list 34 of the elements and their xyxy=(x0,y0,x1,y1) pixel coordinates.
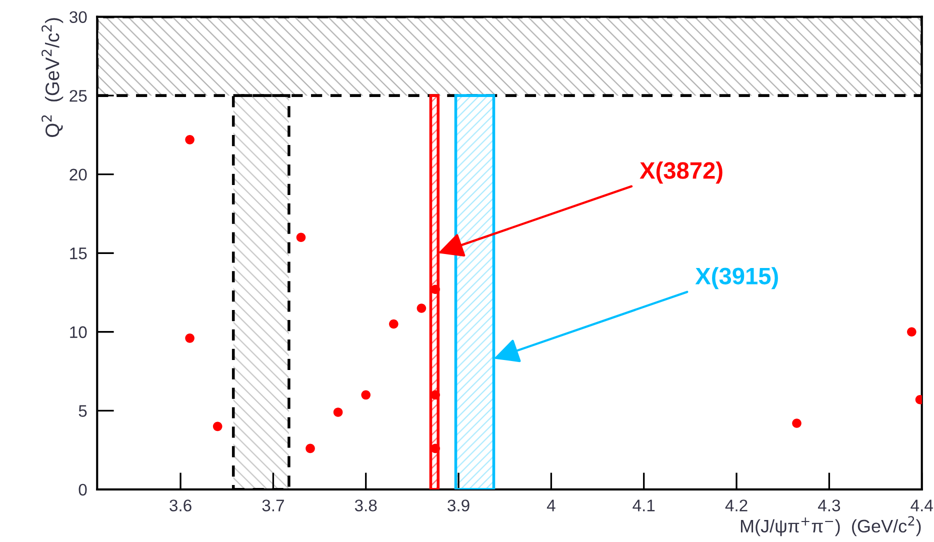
point xyxy=(430,390,440,400)
x-tick-label: 3.8 xyxy=(354,500,377,512)
x-tick-label: 3.9 xyxy=(448,500,470,512)
y-tick-label: 20 xyxy=(70,168,87,181)
point xyxy=(296,232,306,242)
x-tick-label: 4.1 xyxy=(632,500,655,512)
point xyxy=(185,334,194,343)
y-tick-label: 30 xyxy=(70,11,87,24)
x-tick-label: 4.2 xyxy=(725,500,748,512)
point xyxy=(430,444,440,454)
x-tick-label: 3.7 xyxy=(262,500,284,512)
point xyxy=(306,444,315,454)
annotation: X(3872) xyxy=(640,162,722,184)
point xyxy=(389,319,398,329)
x-tick-label: 3.6 xyxy=(170,500,192,512)
y-axis-title: Q$^{2}$ (GeV$^{2}$/c$^{2}$) xyxy=(42,18,64,138)
point xyxy=(907,327,916,337)
point xyxy=(361,390,371,400)
annotation: X(3915) xyxy=(695,267,778,290)
y-tick-label: 5 xyxy=(78,405,87,417)
x-tick-label: 4 xyxy=(546,500,556,512)
point xyxy=(430,284,440,294)
point xyxy=(185,135,194,144)
point xyxy=(416,304,426,313)
y-tick-label: 0 xyxy=(78,484,87,496)
y-tick-label: 15 xyxy=(70,248,87,260)
y-tick-label: 10 xyxy=(70,326,87,338)
x-axis-title: M(J/ψπ$^{+}$π$^{−}$) (GeV/c$^{2}$) xyxy=(740,516,921,536)
x-tick-label: 4.3 xyxy=(818,500,840,512)
point xyxy=(212,422,222,432)
x-tick-label: 4.4 xyxy=(910,500,933,512)
point xyxy=(792,418,802,428)
point xyxy=(333,408,343,417)
y-tick-label: 25 xyxy=(70,90,87,102)
